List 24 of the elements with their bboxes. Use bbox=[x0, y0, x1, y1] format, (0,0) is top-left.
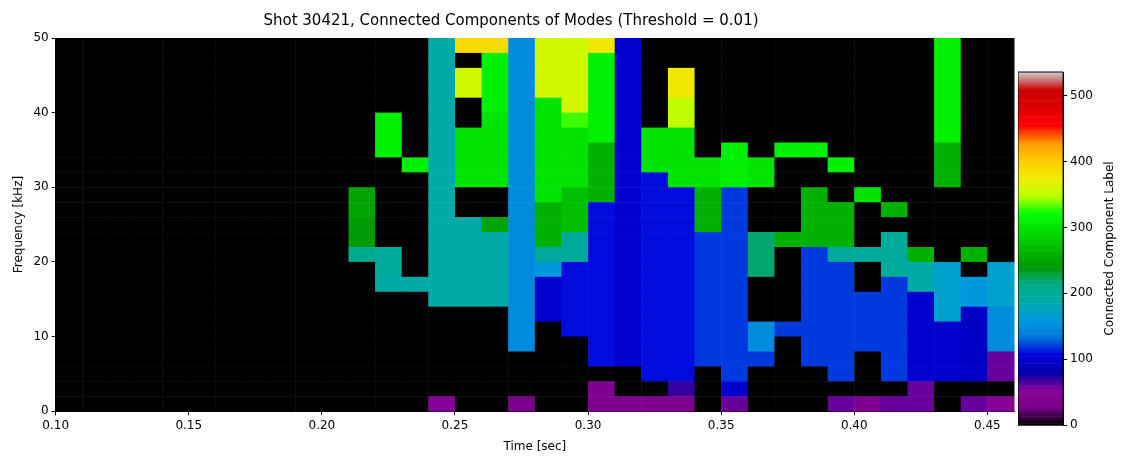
x-tick-label: 0.35 bbox=[707, 417, 735, 432]
color-bar-label: 300 bbox=[1070, 219, 1093, 234]
x-axis-title: Time [sec] bbox=[502, 438, 567, 453]
x-tick-label: 0.30 bbox=[574, 417, 602, 432]
color-bar-label: 0 bbox=[1070, 417, 1078, 432]
x-tick-label: 0.25 bbox=[441, 417, 469, 432]
y-axis-title: Frequency [kHz] bbox=[11, 175, 26, 274]
y-tick-label: 10 bbox=[33, 328, 49, 343]
y-tick-label: 20 bbox=[33, 254, 49, 269]
x-tick-label: 0.45 bbox=[974, 417, 1001, 432]
x-tick-label: 0.15 bbox=[175, 417, 203, 432]
x-tick-label: 0.40 bbox=[840, 417, 868, 432]
x-tick-label: 0.20 bbox=[308, 417, 336, 432]
x-tick-label: 0.10 bbox=[42, 417, 70, 432]
y-tick-label: 40 bbox=[33, 104, 49, 119]
chart-title: Shot 30421, Connected Components of Modes (Threshold = 0.01) bbox=[263, 10, 759, 29]
y-tick-label: 50 bbox=[33, 30, 49, 45]
y-tick-label: 30 bbox=[33, 179, 49, 194]
color-bar-label: 400 bbox=[1070, 153, 1093, 168]
color-bar-title: Connected Component Label bbox=[1102, 161, 1117, 336]
color-bar-label: 100 bbox=[1070, 351, 1093, 366]
color-bar-label: 500 bbox=[1070, 87, 1093, 102]
color-bar-label: 200 bbox=[1070, 285, 1093, 300]
y-tick-label: 0 bbox=[41, 403, 49, 418]
